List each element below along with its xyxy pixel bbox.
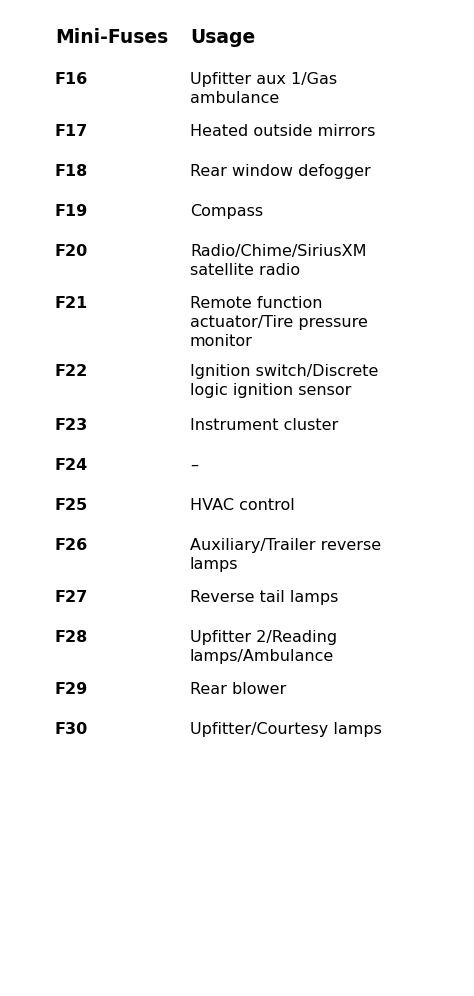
Text: F29: F29 (55, 682, 88, 697)
Text: Upfitter/Courtesy lamps: Upfitter/Courtesy lamps (190, 722, 382, 737)
Text: Compass: Compass (190, 204, 263, 219)
Text: F21: F21 (55, 296, 88, 311)
Text: HVAC control: HVAC control (190, 498, 295, 513)
Text: F28: F28 (55, 630, 88, 645)
Text: Instrument cluster: Instrument cluster (190, 418, 338, 433)
Text: Upfitter 2/Reading
lamps/Ambulance: Upfitter 2/Reading lamps/Ambulance (190, 630, 337, 664)
Text: Remote function
actuator/Tire pressure
monitor: Remote function actuator/Tire pressure m… (190, 296, 368, 350)
Text: F26: F26 (55, 538, 88, 553)
Text: F18: F18 (55, 164, 88, 179)
Text: F22: F22 (55, 364, 88, 379)
Text: Radio/Chime/SiriusXM
satellite radio: Radio/Chime/SiriusXM satellite radio (190, 244, 366, 278)
Text: F20: F20 (55, 244, 88, 259)
Text: Ignition switch/Discrete
logic ignition sensor: Ignition switch/Discrete logic ignition … (190, 364, 378, 398)
Text: Upfitter aux 1/Gas
ambulance: Upfitter aux 1/Gas ambulance (190, 72, 337, 107)
Text: Reverse tail lamps: Reverse tail lamps (190, 590, 338, 605)
Text: Mini-Fuses: Mini-Fuses (55, 28, 168, 47)
Text: F17: F17 (55, 124, 88, 139)
Text: Usage: Usage (190, 28, 255, 47)
Text: F16: F16 (55, 72, 88, 87)
Text: –: – (190, 458, 198, 473)
Text: F27: F27 (55, 590, 88, 605)
Text: Auxiliary/Trailer reverse
lamps: Auxiliary/Trailer reverse lamps (190, 538, 381, 572)
Text: F25: F25 (55, 498, 88, 513)
Text: F30: F30 (55, 722, 88, 737)
Text: F24: F24 (55, 458, 88, 473)
Text: F23: F23 (55, 418, 88, 433)
Text: Rear blower: Rear blower (190, 682, 286, 697)
Text: F19: F19 (55, 204, 88, 219)
Text: Rear window defogger: Rear window defogger (190, 164, 371, 179)
Text: Heated outside mirrors: Heated outside mirrors (190, 124, 375, 139)
